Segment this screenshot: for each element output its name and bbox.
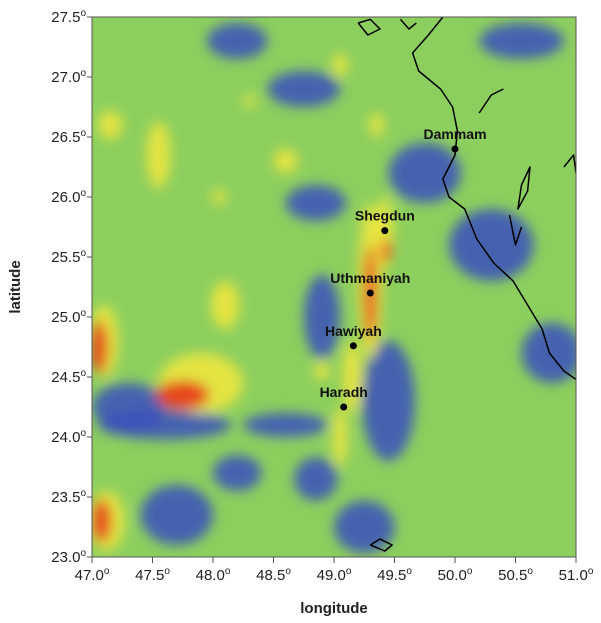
- coastline-3: [517, 166, 531, 210]
- anomaly-low-9: [285, 185, 347, 221]
- anomaly-low-14: [206, 23, 268, 59]
- city-label-haradh: Haradh: [320, 384, 368, 400]
- city-marker-dammam: [451, 145, 459, 153]
- anomaly-high-33: [332, 407, 348, 467]
- coastline-4: [563, 154, 576, 174]
- y-tick-label: 26.5o: [51, 128, 86, 146]
- anomaly-high-25: [273, 149, 298, 173]
- coastline-5: [478, 88, 504, 114]
- city-dammam: Dammam: [423, 126, 487, 153]
- anomaly-peak-22: [92, 499, 112, 543]
- x-tick-label: 48.5o: [256, 566, 291, 584]
- x-tick-label: 48.0o: [196, 566, 231, 584]
- anomaly-low-8: [303, 275, 341, 359]
- x-tick-label: 47.5o: [135, 566, 170, 584]
- anomaly-low-7: [361, 341, 416, 461]
- city-label-shegdun: Shegdun: [355, 208, 415, 224]
- anomaly-low-13: [267, 71, 341, 107]
- anomaly-peak-31: [381, 239, 391, 263]
- anomaly-peak-17: [156, 380, 210, 410]
- anomaly-low-1: [92, 383, 165, 431]
- anomaly-low-10: [388, 143, 462, 203]
- coastline-6: [508, 214, 523, 246]
- coastline-1: [357, 18, 381, 36]
- coastline-layer: [357, 17, 576, 552]
- x-tick-label: 49.5o: [377, 566, 412, 584]
- coastline-0: [411, 17, 576, 381]
- city-shegdun: Shegdun: [355, 208, 415, 235]
- anomaly-low-3: [140, 485, 213, 545]
- anomaly-high-26: [211, 189, 227, 205]
- anomaly-high-23: [146, 121, 171, 189]
- x-tick-label: 50.5o: [498, 566, 533, 584]
- city-marker-hawiyah: [349, 342, 357, 350]
- x-axis-title: longitude: [300, 600, 368, 617]
- y-tick-label: 23.5o: [51, 488, 86, 506]
- anomaly-high-27: [243, 95, 256, 107]
- anomaly-low-12: [521, 323, 576, 383]
- city-layer: Dammam Shegdun Uthmaniyah Hawiyah Haradh: [320, 126, 487, 411]
- anomaly-high-36: [369, 113, 384, 137]
- anomaly-peak-20: [92, 320, 108, 374]
- anomaly-high-32: [342, 341, 362, 413]
- anomaly-low-15: [479, 23, 564, 59]
- y-axis-title: latitude: [7, 260, 24, 313]
- city-marker-haradh: [340, 403, 348, 411]
- coastline-2: [399, 18, 417, 30]
- anomaly-high-35: [332, 53, 348, 77]
- anomaly-low-4: [213, 455, 262, 491]
- x-tick-label: 47.0o: [75, 566, 110, 584]
- city-uthmaniyah: Uthmaniyah: [330, 270, 410, 297]
- y-tick-label: 25.5o: [51, 248, 86, 266]
- y-tick-label: 25.0o: [51, 308, 86, 326]
- y-tick-label: 24.5o: [51, 368, 86, 386]
- anomaly-low-5: [294, 457, 338, 501]
- anomaly-high-18: [210, 281, 240, 329]
- anomaly-low-2: [243, 413, 328, 437]
- city-hawiyah: Hawiyah: [325, 323, 382, 350]
- x-tick-label: 49.0o: [317, 566, 352, 584]
- y-tick-label: 27.0o: [51, 68, 86, 86]
- anomaly-low-11: [448, 209, 534, 281]
- anomaly-low-6: [334, 500, 395, 554]
- y-axis-ticks: 23.0o 23.5o 24.0o 24.5o 25.0o 25.5o 26.0o 26.5o…: [51, 8, 92, 566]
- city-label-uthmaniyah: Uthmaniyah: [330, 270, 410, 286]
- coastline-7: [369, 538, 393, 552]
- anomaly-high-24: [98, 110, 123, 140]
- city-label-hawiyah: Hawiyah: [325, 323, 382, 339]
- city-haradh: Haradh: [320, 384, 368, 411]
- city-marker-shegdun: [381, 227, 389, 235]
- y-tick-label: 26.0o: [51, 188, 86, 206]
- x-axis-ticks: 47.0o 47.5o 48.0o 48.5o 49.0o 49.5o 50.0o 50.5o…: [75, 557, 594, 584]
- x-tick-label: 51.0o: [559, 566, 594, 584]
- y-tick-label: 24.0o: [51, 428, 86, 446]
- x-tick-label: 50.0o: [438, 566, 473, 584]
- y-tick-label: 27.5o: [51, 8, 86, 26]
- city-marker-uthmaniyah: [366, 289, 374, 297]
- plot-area: [92, 17, 576, 557]
- city-label-dammam: Dammam: [423, 126, 486, 142]
- anomaly-high-34: [314, 361, 330, 381]
- y-tick-label: 23.0o: [51, 548, 86, 566]
